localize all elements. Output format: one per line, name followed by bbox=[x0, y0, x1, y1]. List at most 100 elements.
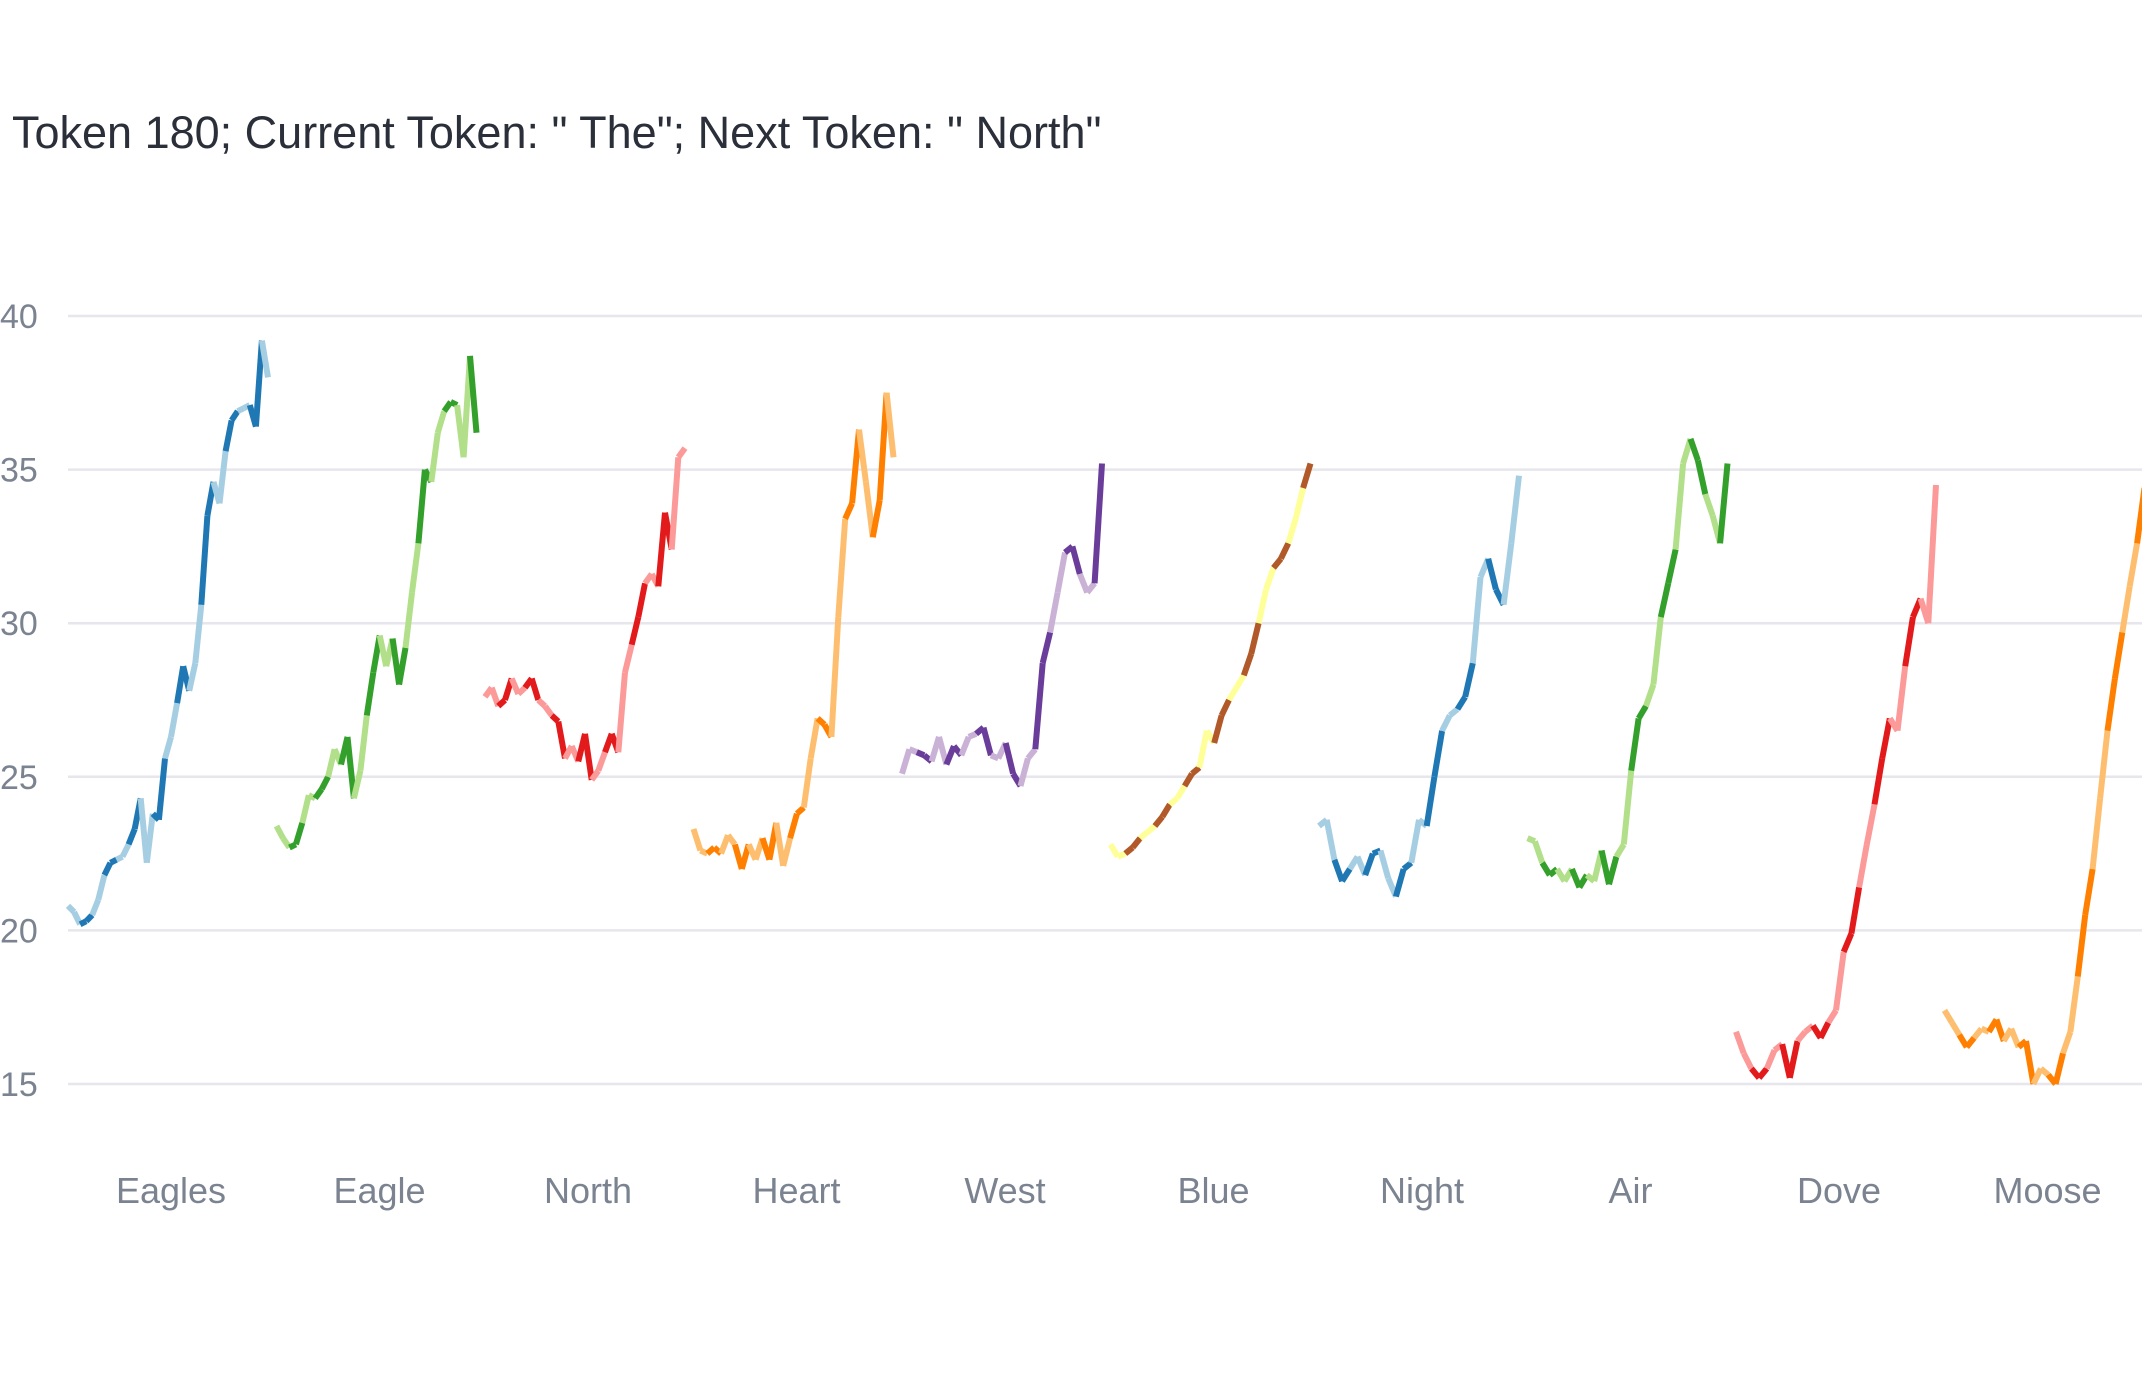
data-segment-north-21 bbox=[622, 643, 635, 674]
y-axis-ticks: 15 20 25 30 35 40 bbox=[0, 298, 38, 1104]
x-tick-label-dove: Dove bbox=[1797, 1170, 1881, 1211]
data-segment-dove-21 bbox=[1894, 665, 1909, 732]
data-segment-north-10 bbox=[549, 713, 561, 724]
data-segment-eagle-13 bbox=[357, 715, 370, 772]
data-segment-heart-17 bbox=[807, 717, 821, 759]
data-segment-eagles-22 bbox=[198, 515, 211, 606]
data-segment-heart-0 bbox=[690, 828, 704, 852]
data-segment-dove-7 bbox=[1786, 1040, 1801, 1079]
data-segment-moose-5 bbox=[1980, 1025, 1991, 1035]
data-segment-west-25 bbox=[1084, 581, 1097, 595]
x-axis-ticks: Eagles Eagle North Heart West Blue Night Air Dov… bbox=[116, 1170, 2102, 1211]
data-segment-heart-24 bbox=[856, 429, 869, 483]
data-segment-moose-21 bbox=[2097, 730, 2111, 799]
series-blue bbox=[1107, 462, 1314, 860]
data-segment-dove-12 bbox=[1825, 1008, 1839, 1025]
data-segment-air-18 bbox=[1657, 582, 1672, 618]
x-tick-label-north: North bbox=[544, 1170, 632, 1211]
data-segment-night-15 bbox=[1431, 730, 1446, 778]
data-segment-moose-24 bbox=[2119, 585, 2133, 633]
data-segment-blue-23 bbox=[1278, 542, 1292, 560]
data-segment-heart-20 bbox=[828, 616, 842, 738]
data-segment-moose-15 bbox=[2052, 1052, 2066, 1085]
data-segment-night-17 bbox=[1447, 706, 1460, 718]
data-segment-dove-1 bbox=[1741, 1051, 1755, 1070]
data-segment-eagle-2 bbox=[288, 841, 298, 851]
data-segment-dove-3 bbox=[1756, 1066, 1770, 1080]
data-segment-eagles-10 bbox=[125, 827, 138, 846]
series-dove bbox=[1733, 484, 1939, 1080]
data-segment-moose-23 bbox=[2111, 631, 2126, 679]
data-segment-moose-17 bbox=[2067, 976, 2081, 1033]
data-segment-dove-8 bbox=[1795, 1029, 1808, 1043]
data-segment-night-25 bbox=[1508, 475, 1522, 544]
data-segment-north-11 bbox=[555, 720, 568, 759]
y-tick-label-40: 40 bbox=[0, 298, 38, 336]
x-tick-label-eagles: Eagles bbox=[116, 1170, 226, 1211]
data-segment-blue-15 bbox=[1218, 698, 1232, 717]
data-segment-eagle-11 bbox=[344, 736, 357, 799]
data-segment-night-19 bbox=[1462, 662, 1476, 698]
data-segment-night-3 bbox=[1339, 867, 1353, 883]
y-tick-label-15: 15 bbox=[0, 1066, 38, 1104]
data-segment-north-8 bbox=[536, 697, 548, 709]
data-segment-west-17 bbox=[1025, 747, 1038, 761]
data-segment-heart-15 bbox=[794, 805, 806, 816]
y-tick-label-25: 25 bbox=[0, 759, 38, 797]
data-segment-air-26 bbox=[1717, 463, 1731, 544]
data-segment-moose-9 bbox=[2008, 1027, 2022, 1049]
data-segment-heart-21 bbox=[835, 518, 849, 618]
data-segment-north-16 bbox=[589, 768, 601, 782]
data-segment-eagle-6 bbox=[312, 787, 325, 801]
data-segment-west-9 bbox=[967, 731, 978, 740]
data-segment-blue-2 bbox=[1123, 845, 1135, 856]
data-segment-dove-17 bbox=[1863, 803, 1878, 845]
data-segment-night-24 bbox=[1500, 542, 1515, 606]
data-segment-blue-19 bbox=[1248, 622, 1262, 655]
data-segment-north-15 bbox=[582, 733, 595, 781]
data-segment-heart-28 bbox=[883, 392, 897, 458]
data-segment-heart-5 bbox=[725, 833, 738, 847]
data-segment-heart-1 bbox=[699, 847, 709, 857]
data-segment-heart-18 bbox=[815, 716, 827, 727]
x-tick-label-heart: Heart bbox=[752, 1170, 840, 1211]
x-tick-label-eagle: Eagle bbox=[333, 1170, 425, 1211]
data-segment-north-5 bbox=[516, 685, 528, 697]
data-segment-eagle-20 bbox=[402, 592, 415, 649]
y-tick-label-35: 35 bbox=[0, 452, 38, 490]
data-segment-blue-11 bbox=[1190, 765, 1202, 777]
series-heart bbox=[690, 392, 897, 870]
data-segment-moose-11 bbox=[2023, 1040, 2037, 1085]
data-segment-air-12 bbox=[1613, 842, 1627, 859]
x-tick-label-west: West bbox=[964, 1170, 1045, 1211]
data-segment-blue-5 bbox=[1145, 823, 1157, 835]
data-segment-eagles-8 bbox=[115, 854, 124, 863]
data-segment-moose-22 bbox=[2104, 678, 2118, 732]
data-segment-eagle-21 bbox=[409, 542, 422, 593]
x-tick-label-blue: Blue bbox=[1177, 1170, 1249, 1211]
data-segment-blue-26 bbox=[1300, 462, 1314, 489]
data-segment-air-22 bbox=[1687, 437, 1701, 462]
data-segment-dove-25 bbox=[1925, 484, 1939, 624]
data-segment-air-23 bbox=[1694, 459, 1709, 495]
data-segment-dove-14 bbox=[1840, 932, 1855, 954]
data-segment-moose-4 bbox=[1971, 1026, 1984, 1040]
data-segment-west-11 bbox=[980, 726, 994, 757]
data-segment-blue-20 bbox=[1255, 588, 1270, 624]
data-segment-blue-21 bbox=[1263, 566, 1277, 591]
data-segment-west-20 bbox=[1047, 591, 1061, 633]
data-segment-eagles-6 bbox=[101, 861, 114, 877]
data-segment-eagles-26 bbox=[222, 419, 235, 452]
data-segment-west-1 bbox=[908, 746, 918, 755]
data-segment-north-1 bbox=[488, 686, 502, 708]
chart-title: Token 180; Current Token: " The"; Next T… bbox=[12, 107, 1101, 158]
data-segment-blue-7 bbox=[1159, 802, 1173, 819]
data-segment-north-17 bbox=[595, 751, 608, 772]
data-segment-blue-10 bbox=[1182, 772, 1195, 788]
data-segment-eagle-22 bbox=[415, 469, 428, 544]
data-segment-eagle-5 bbox=[307, 792, 317, 801]
data-segment-eagle-14 bbox=[363, 671, 377, 716]
data-segment-blue-4 bbox=[1138, 829, 1150, 841]
data-segment-eagles-25 bbox=[216, 450, 229, 504]
